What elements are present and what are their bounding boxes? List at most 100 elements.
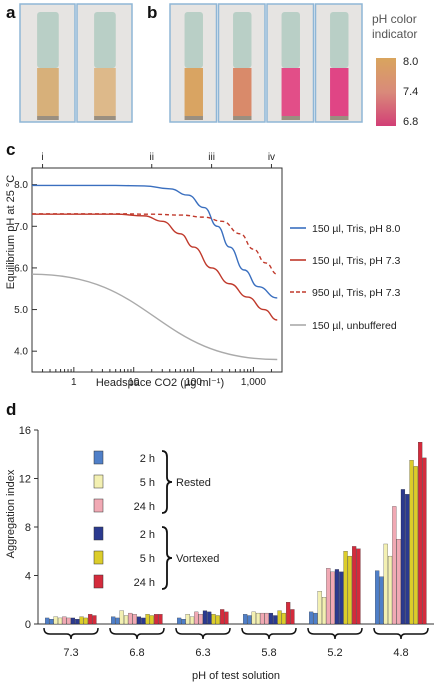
panel-label-d: d xyxy=(6,400,17,419)
indicator-scale-bar xyxy=(376,58,396,126)
d-bar xyxy=(141,617,146,625)
d-category-label: 5.8 xyxy=(261,647,276,659)
d-bar xyxy=(198,614,203,625)
d-bar xyxy=(224,611,229,625)
b-tube-liquid-1 xyxy=(184,68,203,116)
d-bar xyxy=(343,551,348,625)
d-legend-label-6: 24 h xyxy=(134,577,155,589)
tube-photos xyxy=(19,3,396,126)
b-tube-liquid-2 xyxy=(233,68,252,116)
c-y-tick-label: 5.0 xyxy=(14,305,28,316)
d-bar xyxy=(422,457,427,625)
d-bar xyxy=(352,546,357,625)
d-category-label: 5.2 xyxy=(327,647,342,659)
d-bar xyxy=(277,610,282,625)
d-legend-label-2: 5 h xyxy=(140,477,155,489)
d-bar xyxy=(211,614,216,625)
d-bar xyxy=(181,619,186,625)
b-tube-base-4 xyxy=(330,116,349,120)
d-y-tick-label: 12 xyxy=(19,474,31,486)
a-tube-liquid-2 xyxy=(94,68,116,116)
d-bar xyxy=(75,619,80,625)
d-bar xyxy=(356,548,361,625)
d-y-tick-label: 0 xyxy=(25,619,31,631)
d-bar xyxy=(49,619,54,625)
panel-label-a: a xyxy=(6,3,16,22)
d-legend-label-4: 2 h xyxy=(140,529,155,541)
d-bar xyxy=(128,612,133,625)
d-bar xyxy=(413,466,418,625)
d-category-brace xyxy=(241,627,297,640)
d-bar xyxy=(286,602,291,625)
b-tube-liquid-3 xyxy=(281,68,300,116)
c-top-marker-label: iv xyxy=(268,152,275,163)
c-top-marker-label: iii xyxy=(208,152,215,163)
d-bar xyxy=(145,614,150,625)
d-legend-group-brace-2 xyxy=(161,526,173,590)
d-bar xyxy=(45,617,50,625)
c-y-tick-label: 7.0 xyxy=(14,222,28,233)
d-legend-label-1: 2 h xyxy=(140,453,155,465)
c-x-tick-label: 1 xyxy=(71,377,77,388)
a-tube-cap-2 xyxy=(94,12,116,68)
d-bar xyxy=(339,571,344,625)
d-bar xyxy=(66,617,71,625)
d-bar xyxy=(83,617,88,625)
d-bar xyxy=(207,611,212,625)
d-bar xyxy=(405,494,410,625)
c-x-axis-title: Headspace CO2 (µg ml⁻¹) xyxy=(96,377,224,389)
d-bar xyxy=(409,460,414,625)
d-bar xyxy=(309,611,314,625)
d-bar xyxy=(111,616,116,625)
d-category-brace xyxy=(43,627,99,640)
panel-d-chart: 0 4 8 12 16 2 h 5 h 24 h 2 h 5 h 24 h Rested Vortex… xyxy=(5,425,434,682)
d-y-axis-title: Aggregation index xyxy=(5,469,17,558)
d-category-brace xyxy=(109,627,165,640)
d-bar xyxy=(264,612,269,625)
b-tube-base-3 xyxy=(281,116,300,120)
d-bar xyxy=(400,489,406,625)
d-bar xyxy=(158,614,163,625)
d-bar xyxy=(123,615,129,625)
d-bar xyxy=(62,616,67,625)
panel-label-b: b xyxy=(147,3,158,22)
d-bar xyxy=(243,614,248,625)
d-category-label: 4.8 xyxy=(393,647,408,659)
d-legend-group-label-1: Rested xyxy=(176,477,211,489)
d-legend-swatch-4 xyxy=(93,526,104,541)
d-bar xyxy=(392,506,397,625)
d-bar xyxy=(255,612,261,625)
d-bar xyxy=(326,568,331,625)
d-bar xyxy=(383,543,388,625)
d-bar xyxy=(247,615,252,625)
c-y-tick-label: 6.0 xyxy=(14,263,28,274)
d-bar xyxy=(202,610,208,625)
b-tube-cap-1 xyxy=(184,12,203,68)
c-plot-frame xyxy=(31,167,283,373)
a-tube-base-2 xyxy=(94,116,116,120)
d-bar xyxy=(53,616,58,625)
d-bar xyxy=(136,616,142,625)
d-bar xyxy=(88,614,93,625)
a-tube-base-1 xyxy=(37,116,59,120)
d-bar xyxy=(92,615,97,625)
d-legend-label-3: 24 h xyxy=(134,501,155,513)
d-legend-group-label-2: Vortexed xyxy=(176,553,219,565)
c-legend-label-2: 150 µl, Tris, pH 7.3 xyxy=(312,255,400,267)
c-x-tick-label: 1,000 xyxy=(241,377,266,388)
d-bar xyxy=(273,615,278,625)
d-bar xyxy=(57,617,63,625)
d-bar xyxy=(119,610,124,625)
d-bar xyxy=(149,615,154,625)
c-y-tick-label: 8.0 xyxy=(14,180,28,191)
b-tube-base-1 xyxy=(184,116,203,120)
c-x-tick-label: 10 xyxy=(128,377,140,388)
c-y-axis-title: Equilibrium pH at 25 °C xyxy=(5,175,17,290)
c-top-marker-label: ii xyxy=(150,152,154,163)
indicator-scale-label-low: 6.8 xyxy=(403,116,419,128)
d-legend-label-5: 5 h xyxy=(140,553,155,565)
d-legend-swatch-6 xyxy=(93,574,104,589)
c-series-line-1 xyxy=(32,184,278,299)
a-tube-cap-1 xyxy=(37,12,59,68)
